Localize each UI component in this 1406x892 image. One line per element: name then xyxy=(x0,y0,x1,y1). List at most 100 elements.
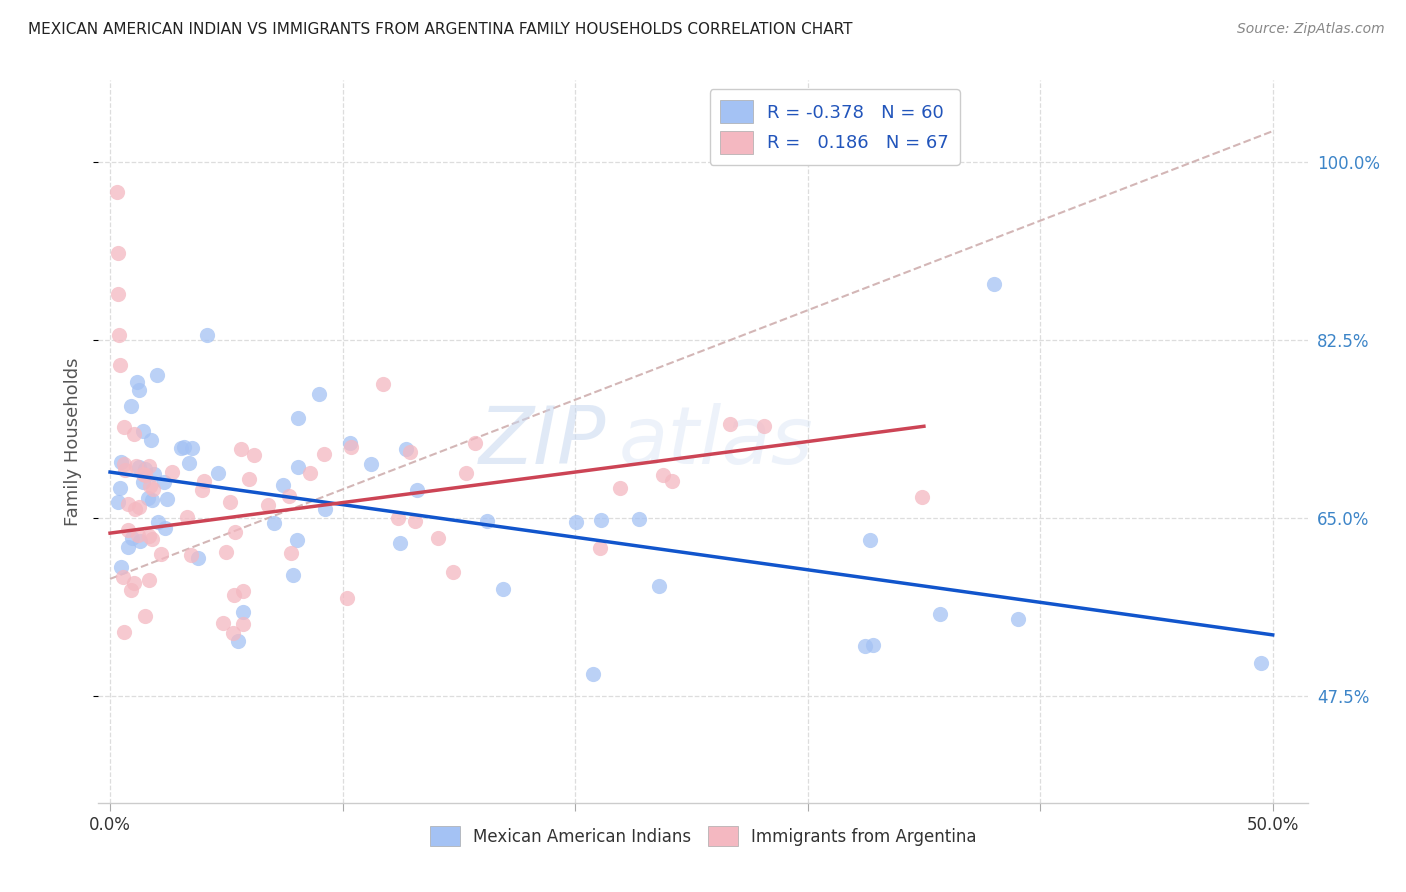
Point xyxy=(141,532,163,546)
Point xyxy=(243,448,266,462)
Point xyxy=(177,456,200,470)
Point xyxy=(138,459,160,474)
Point xyxy=(110,454,132,468)
Point xyxy=(128,384,150,398)
Point xyxy=(609,482,631,496)
Text: ZIP: ZIP xyxy=(479,402,606,481)
Point xyxy=(128,459,150,474)
Point xyxy=(108,358,131,372)
Point xyxy=(150,547,173,561)
Text: MEXICAN AMERICAN INDIAN VS IMMIGRANTS FROM ARGENTINA FAMILY HOUSEHOLDS CORRELATI: MEXICAN AMERICAN INDIAN VS IMMIGRANTS FR… xyxy=(28,22,852,37)
Point xyxy=(661,474,683,488)
Point xyxy=(475,514,498,528)
Point xyxy=(983,277,1005,291)
Point xyxy=(127,528,149,542)
Point xyxy=(120,400,142,414)
Point xyxy=(152,475,174,489)
Point xyxy=(128,500,150,514)
Point xyxy=(441,565,464,579)
Point xyxy=(280,546,302,560)
Point xyxy=(122,575,145,590)
Point xyxy=(129,533,152,548)
Point xyxy=(232,584,254,599)
Point xyxy=(110,559,132,574)
Point xyxy=(139,433,162,447)
Point xyxy=(215,545,238,559)
Point xyxy=(112,420,135,434)
Point xyxy=(928,607,950,622)
Point xyxy=(404,514,426,528)
Point xyxy=(212,615,235,630)
Point xyxy=(229,442,252,456)
Point xyxy=(107,287,129,301)
Point xyxy=(134,462,156,476)
Point xyxy=(862,638,884,652)
Point xyxy=(124,427,146,442)
Point xyxy=(589,541,612,556)
Point xyxy=(464,436,486,450)
Point xyxy=(238,472,260,486)
Point xyxy=(859,533,882,547)
Point xyxy=(263,516,285,531)
Point xyxy=(136,491,159,506)
Point xyxy=(283,568,305,582)
Point xyxy=(195,327,218,342)
Point xyxy=(257,499,280,513)
Text: Source: ZipAtlas.com: Source: ZipAtlas.com xyxy=(1237,22,1385,37)
Point xyxy=(308,387,330,401)
Point xyxy=(143,467,166,482)
Point xyxy=(312,447,335,461)
Point xyxy=(591,513,613,527)
Point xyxy=(132,467,155,482)
Point xyxy=(278,489,301,503)
Point xyxy=(160,465,183,479)
Point xyxy=(187,551,209,566)
Point xyxy=(180,442,202,456)
Point xyxy=(911,491,934,505)
Point xyxy=(652,468,675,483)
Point xyxy=(180,548,202,562)
Point xyxy=(371,377,394,392)
Point xyxy=(134,468,156,483)
Point xyxy=(124,501,146,516)
Point xyxy=(134,608,156,623)
Point xyxy=(105,185,128,199)
Point xyxy=(117,497,139,511)
Point xyxy=(388,536,411,550)
Point xyxy=(193,474,215,488)
Point xyxy=(285,533,308,547)
Point xyxy=(131,475,153,490)
Text: atlas: atlas xyxy=(619,402,813,481)
Point xyxy=(492,582,515,596)
Point xyxy=(170,441,193,455)
Point xyxy=(120,583,142,598)
Point xyxy=(176,510,198,524)
Point xyxy=(141,493,163,508)
Point xyxy=(336,591,359,606)
Point xyxy=(287,411,309,425)
Point xyxy=(139,479,162,493)
Point xyxy=(191,483,214,498)
Point xyxy=(273,478,295,492)
Point xyxy=(125,459,148,474)
Point xyxy=(146,515,169,529)
Point xyxy=(718,417,741,431)
Point xyxy=(121,531,143,545)
Point xyxy=(394,442,416,456)
Point xyxy=(1250,656,1272,670)
Point xyxy=(117,540,139,554)
Point xyxy=(853,639,876,653)
Point xyxy=(339,436,361,450)
Point xyxy=(360,457,382,471)
Point xyxy=(111,570,134,584)
Point xyxy=(224,525,246,540)
Point xyxy=(218,494,240,508)
Y-axis label: Family Households: Family Households xyxy=(65,358,83,525)
Point xyxy=(207,466,229,480)
Point xyxy=(287,459,309,474)
Point xyxy=(112,624,135,639)
Point xyxy=(406,483,429,497)
Point xyxy=(107,246,129,260)
Point xyxy=(138,574,160,588)
Point xyxy=(628,512,651,526)
